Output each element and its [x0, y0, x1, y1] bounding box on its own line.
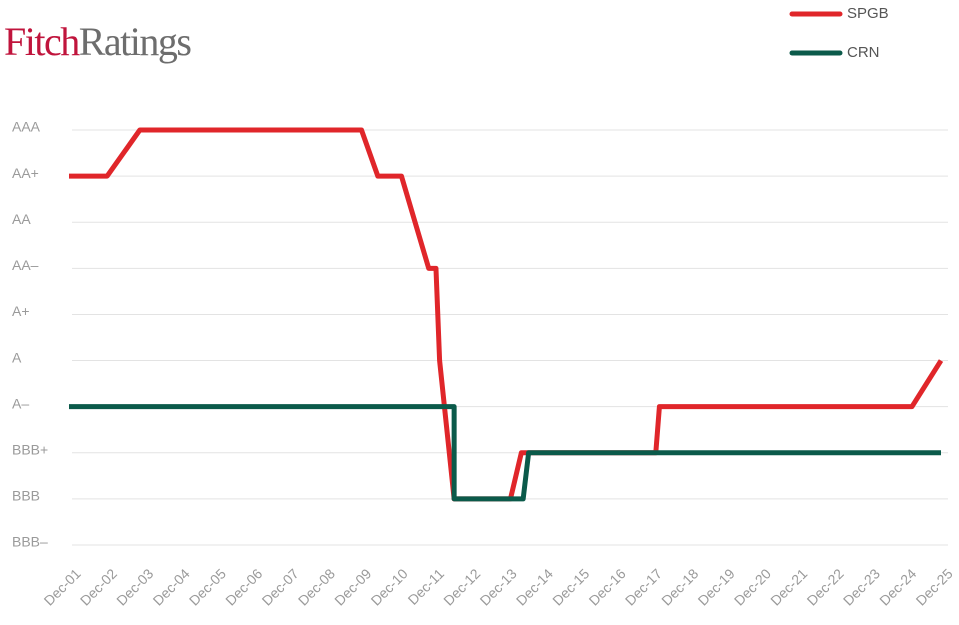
logo: FitchRatings	[4, 19, 191, 64]
y-tick-label: BBB	[12, 488, 40, 504]
x-tick-label: Dec-07	[259, 565, 302, 608]
x-tick-label: Dec-12	[440, 565, 483, 608]
legend-label: SPGB	[847, 5, 889, 22]
x-tick-label: Dec-13	[477, 565, 520, 608]
series-line	[69, 404, 941, 502]
x-tick-label: Dec-24	[876, 565, 919, 608]
legend-label: CRN	[847, 44, 880, 61]
x-tick-label: Dec-02	[77, 565, 120, 608]
x-tick-label: Dec-19	[695, 565, 738, 608]
y-tick-label: A–	[12, 395, 29, 411]
x-tick-label: Dec-09	[331, 565, 374, 608]
x-tick-label: Dec-21	[767, 565, 810, 608]
x-tick-label: Dec-25	[913, 565, 956, 608]
x-tick-label: Dec-23	[840, 565, 883, 608]
x-tick-label: Dec-01	[41, 565, 84, 608]
x-tick-label: Dec-20	[731, 565, 774, 608]
y-tick-label: A	[12, 349, 22, 365]
logo-part: Ratings	[79, 19, 192, 64]
x-tick-label: Dec-15	[549, 565, 592, 608]
x-tick-label: Dec-03	[113, 565, 156, 608]
x-tick-label: Dec-22	[804, 565, 847, 608]
x-tick-label: Dec-14	[513, 565, 556, 608]
x-tick-label: Dec-18	[658, 565, 701, 608]
logo-part: Fitch	[4, 19, 80, 64]
y-tick-label: BBB–	[12, 534, 48, 550]
y-tick-label: AA+	[12, 165, 39, 181]
x-tick-label: Dec-10	[368, 565, 411, 608]
series-line	[69, 127, 944, 502]
x-tick-label: Dec-11	[405, 565, 448, 608]
x-tick-label: Dec-05	[186, 565, 229, 608]
x-tick-label: Dec-06	[222, 565, 265, 608]
x-tick-label: Dec-04	[150, 565, 193, 608]
y-tick-label: AA	[12, 211, 31, 227]
y-tick-label: BBB+	[12, 441, 48, 457]
x-tick-label: Dec-08	[295, 565, 338, 608]
y-tick-label: AAA	[12, 119, 41, 135]
y-tick-label: A+	[12, 303, 30, 319]
y-tick-label: AA–	[12, 257, 39, 273]
x-tick-label: Dec-17	[622, 565, 665, 608]
x-tick-label: Dec-16	[586, 565, 629, 608]
